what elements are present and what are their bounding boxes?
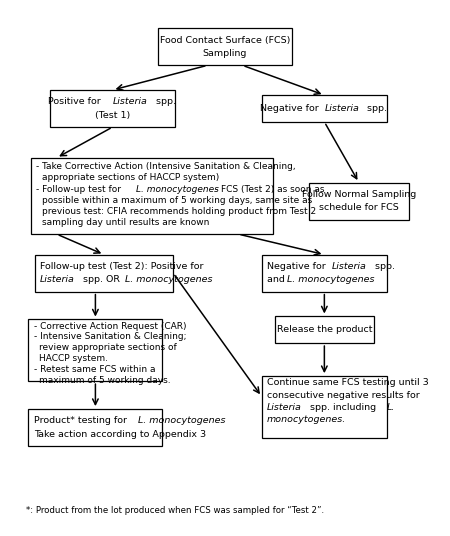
Bar: [35, 255, 173, 292]
Text: spp. OR: spp. OR: [80, 276, 123, 284]
Text: - FCS (Test 2) as soon as: - FCS (Test 2) as soon as: [212, 184, 324, 193]
Bar: [158, 28, 292, 65]
Text: - Corrective Action Request (CAR): - Corrective Action Request (CAR): [34, 322, 186, 331]
Text: *: Product from the lot produced when FCS was sampled for “Test 2”.: *: Product from the lot produced when FC…: [26, 507, 324, 516]
Text: Continue same FCS testing until 3: Continue same FCS testing until 3: [267, 378, 429, 387]
Text: Food Contact Surface (FCS): Food Contact Surface (FCS): [160, 35, 290, 44]
Text: Take action according to Appendix 3: Take action according to Appendix 3: [34, 430, 206, 438]
Bar: [31, 158, 273, 234]
Text: Listeria: Listeria: [324, 104, 359, 113]
Bar: [262, 376, 387, 438]
Text: appropriate sections of HACCP system): appropriate sections of HACCP system): [42, 173, 220, 182]
Text: monocytogenes.: monocytogenes.: [267, 415, 346, 425]
Bar: [50, 90, 176, 127]
Text: - Retest same FCS within a: - Retest same FCS within a: [34, 365, 155, 374]
Text: Follow Normal Sampling: Follow Normal Sampling: [302, 190, 416, 199]
Text: (Test 1): (Test 1): [95, 110, 130, 120]
Text: Positive for: Positive for: [48, 98, 104, 106]
Text: possible within a maximum of 5 working days, same site as: possible within a maximum of 5 working d…: [42, 196, 312, 205]
Text: Listeria: Listeria: [332, 262, 367, 271]
Text: Product* testing for: Product* testing for: [34, 416, 130, 426]
Text: L. monocytogenes: L. monocytogenes: [125, 276, 212, 284]
Text: L. monocytogenes: L. monocytogenes: [138, 416, 226, 426]
Text: L.: L.: [387, 403, 395, 412]
Text: spp.: spp.: [364, 104, 387, 113]
Text: sampling day until results are known: sampling day until results are known: [42, 218, 210, 227]
Text: L. monocytogenes: L. monocytogenes: [136, 184, 219, 193]
Text: Negative for: Negative for: [267, 262, 328, 271]
Text: HACCP system.: HACCP system.: [39, 354, 108, 363]
Text: - Intensive Sanitation & Cleaning;: - Intensive Sanitation & Cleaning;: [34, 332, 186, 341]
Text: - Take Corrective Action (Intensive Sanitation & Cleaning,: - Take Corrective Action (Intensive Sani…: [36, 162, 295, 171]
Bar: [274, 316, 374, 343]
Text: Listeria: Listeria: [267, 403, 302, 412]
Text: Negative for: Negative for: [260, 104, 321, 113]
Text: review appropriate sections of: review appropriate sections of: [39, 343, 177, 352]
Bar: [309, 183, 409, 220]
Bar: [262, 255, 387, 292]
Text: spp.: spp.: [372, 262, 395, 271]
Text: consecutive negative results for: consecutive negative results for: [267, 391, 420, 400]
Text: L. monocytogenes: L. monocytogenes: [287, 276, 374, 284]
Text: spp.: spp.: [153, 98, 176, 106]
Text: previous test: CFIA recommends holding product from Test 2: previous test: CFIA recommends holding p…: [42, 207, 316, 216]
Text: Listeria: Listeria: [112, 98, 148, 106]
Text: Release the product: Release the product: [277, 325, 372, 334]
Text: - Follow-up test for: - Follow-up test for: [36, 184, 124, 193]
Text: Follow-up test (Test 2): Positive for: Follow-up test (Test 2): Positive for: [40, 262, 203, 271]
Text: Listeria: Listeria: [40, 276, 75, 284]
Text: spp. including: spp. including: [307, 403, 379, 412]
Text: schedule for FCS: schedule for FCS: [319, 203, 399, 212]
Text: Sampling: Sampling: [203, 49, 247, 58]
Bar: [28, 409, 162, 446]
Text: maximum of 5 working days.: maximum of 5 working days.: [39, 376, 171, 385]
Text: and: and: [267, 276, 288, 284]
Bar: [28, 319, 162, 381]
Bar: [262, 95, 387, 122]
